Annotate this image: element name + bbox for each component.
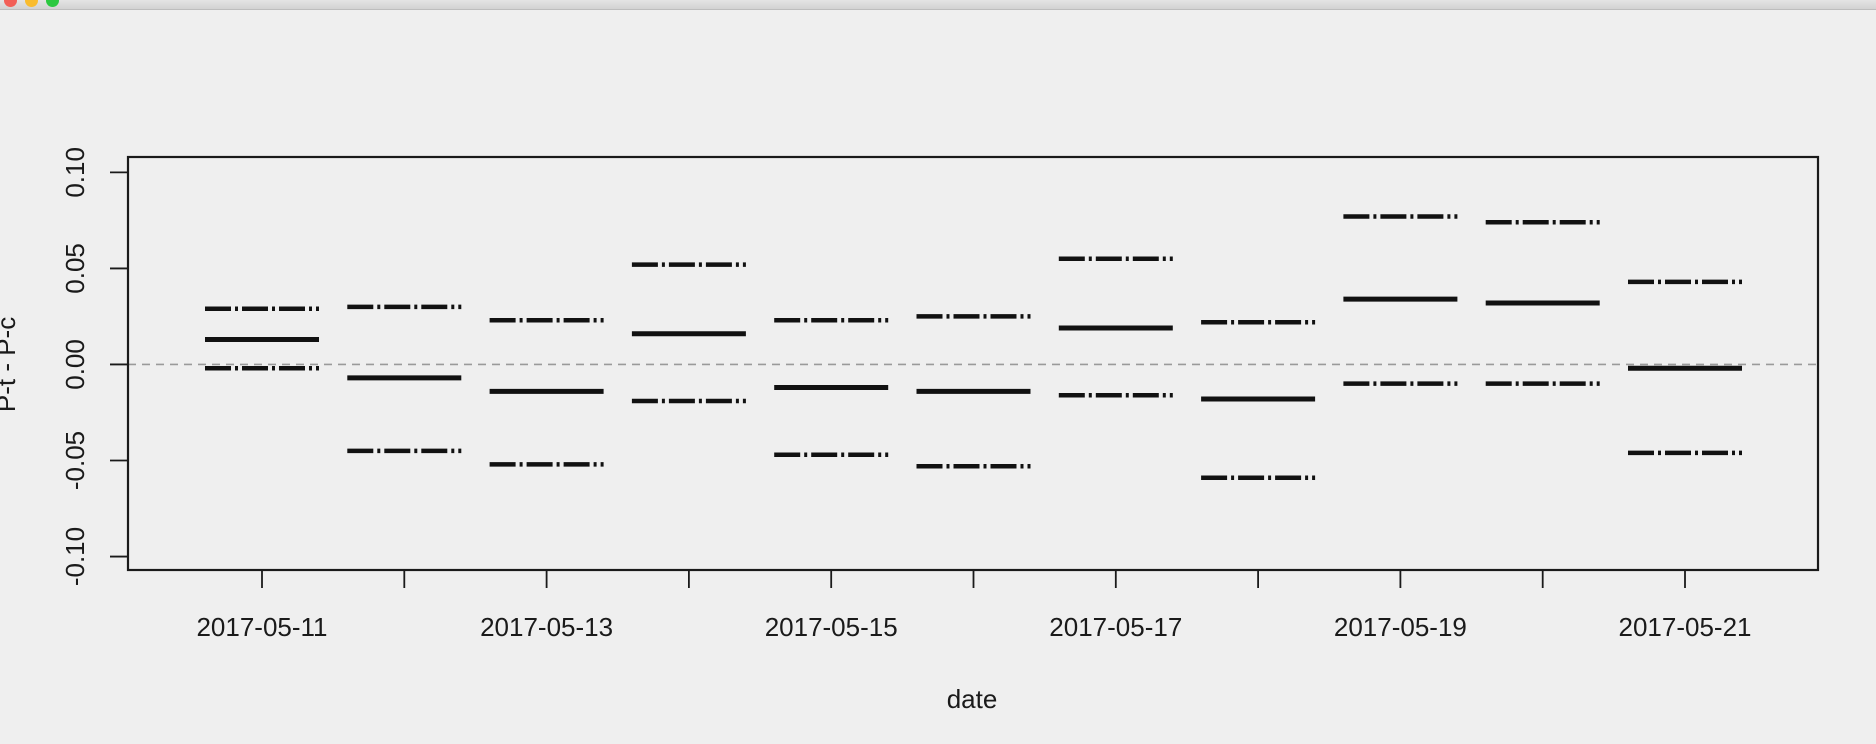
- y-tick-label: -0.05: [60, 431, 90, 490]
- chart-marks: [205, 214, 1742, 481]
- x-axis: 2017-05-11 2017-05-13 2017-05-15 2017-05-17…: [196, 569, 1752, 642]
- y-axis-label: P-t - P-c: [0, 317, 21, 412]
- x-tick-label: 2017-05-19: [1334, 612, 1467, 642]
- x-tick-label: 2017-05-17: [1049, 612, 1182, 642]
- x-tick-label: 2017-05-21: [1619, 612, 1752, 642]
- x-axis-label: date: [947, 684, 998, 714]
- minimize-window-icon[interactable]: [25, 0, 38, 7]
- plot-frame: [126, 155, 1820, 572]
- y-tick-label: 0.10: [60, 147, 90, 198]
- x-tick-label: 2017-05-13: [480, 612, 613, 642]
- y-axis: -0.10 -0.05 0.00 0.05 0.10: [60, 147, 129, 586]
- x-tick-label: 2017-05-15: [765, 612, 898, 642]
- window-titlebar: [0, 0, 1876, 10]
- y-tick-label: -0.10: [60, 527, 90, 586]
- x-tick-label: 2017-05-11: [196, 612, 327, 642]
- close-window-icon[interactable]: [4, 0, 17, 7]
- y-tick-label: 0.05: [60, 243, 90, 294]
- y-tick-label: 0.00: [60, 339, 90, 390]
- zoom-window-icon[interactable]: [46, 0, 59, 7]
